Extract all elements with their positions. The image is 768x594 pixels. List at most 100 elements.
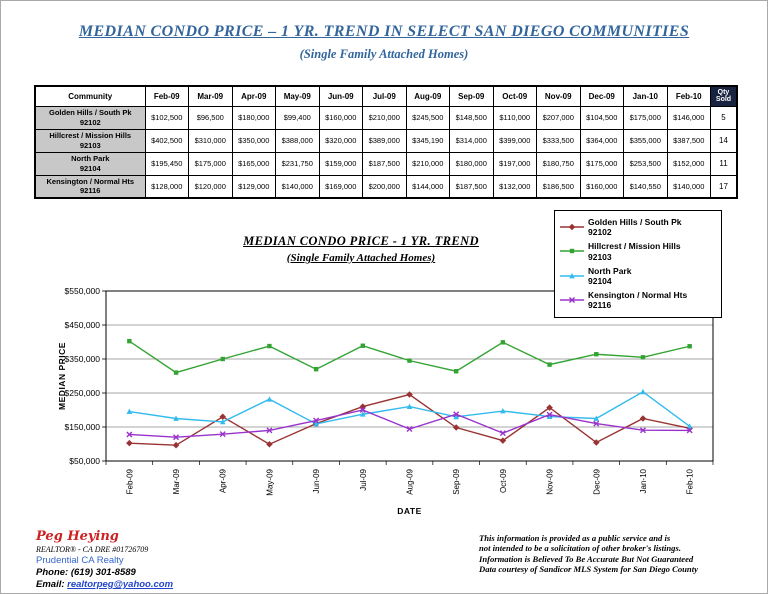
price-cell: $388,000 (275, 128, 320, 153)
price-cell: $231,750 (275, 151, 320, 176)
col-header-month: Jun-09 (318, 85, 363, 107)
price-cell: $110,000 (492, 105, 537, 130)
col-header-month: Apr-09 (231, 85, 276, 107)
chart-subtitle: (Single Family Attached Homes) (286, 252, 436, 264)
y-tick-label: $350,000 (64, 354, 100, 364)
y-axis-label: MEDIAN PRICE (57, 342, 67, 410)
price-cell: $180,000 (231, 105, 276, 130)
table-row: Kensington / Normal Hts 92116 $128,000 $120… (34, 174, 738, 199)
legend-item: Hillcrest / Mission Hills 92103 (560, 241, 716, 262)
table-body: Golden Hills / South Pk 92102 $102,500 $96,… (34, 105, 738, 199)
x-tick-label: Apr-09 (219, 468, 228, 493)
table-header: Community Feb-09 Mar-09 Apr-09 May-09 Jun-09 J… (34, 85, 738, 107)
x-tick-label: Jun-09 (312, 468, 321, 493)
community-cell: Kensington / Normal Hts 92116 (34, 174, 146, 199)
phone-number: (619) 301-8589 (70, 567, 136, 578)
price-cell: $160,000 (579, 174, 624, 199)
y-tick-label: $450,000 (64, 320, 100, 330)
price-cell: $102,500 (144, 105, 189, 130)
disclaimer-line: This information is provided as a public… (479, 533, 671, 543)
col-header-month: Feb-10 (666, 85, 711, 107)
page-title: MEDIAN CONDO PRICE – 1 YR. TREND IN SELE… (78, 23, 690, 40)
price-cell: $345,190 (405, 128, 450, 153)
col-header-month: Mar-09 (188, 85, 233, 107)
col-header-qty: Qty Sold (710, 85, 738, 107)
price-table: Community Feb-09 Mar-09 Apr-09 May-09 Jun-09 J… (34, 85, 738, 199)
price-cell: $387,500 (666, 128, 711, 153)
col-header-month: Oct-09 (492, 85, 537, 107)
price-cell: $148,500 (449, 105, 494, 130)
price-cell: $210,000 (405, 151, 450, 176)
price-cell: $195,450 (144, 151, 189, 176)
x-axis-label: DATE (397, 506, 422, 516)
community-cell: North Park 92104 (34, 151, 146, 176)
price-cell: $120,000 (188, 174, 233, 199)
price-cell: $175,000 (623, 105, 668, 130)
price-cell: $310,000 (188, 128, 233, 153)
price-cell: $200,000 (362, 174, 407, 199)
price-cell: $146,000 (666, 105, 711, 130)
legend-label: Hillcrest / Mission Hills 92103 (588, 241, 681, 262)
community-cell: Golden Hills / South Pk 92102 (34, 105, 146, 130)
legend-marker-icon (560, 243, 584, 261)
x-tick-label: Jul-09 (359, 468, 368, 490)
price-cell: $197,000 (492, 151, 537, 176)
col-header-month: Dec-09 (579, 85, 624, 107)
table-row: North Park 92104 $195,450 $175,000 $165,000 $… (34, 151, 738, 176)
price-cell: $128,000 (144, 174, 189, 199)
price-cell: $159,000 (318, 151, 363, 176)
price-cell: $389,000 (362, 128, 407, 153)
legend-item: North Park 92104 (560, 266, 716, 286)
x-tick-label: May-09 (265, 468, 274, 495)
price-cell: $104,500 (579, 105, 624, 130)
agency-name: Prudential CA Realty (36, 555, 124, 566)
legend-marker-icon (560, 268, 584, 286)
agent-info: Peg Heying REALTOR® - CA DRE #01726709 P… (36, 529, 173, 590)
price-cell: $355,000 (623, 128, 668, 153)
legend-label: North Park 92104 (588, 265, 632, 286)
series-2 (126, 388, 693, 429)
col-header-month: Aug-09 (405, 85, 450, 107)
chart-plot: Feb-09 Mar-09 Apr-09 May-09 Jun-09 Jul-09 Aug-… (102, 290, 714, 496)
email-link[interactable]: realtorpeg@yahoo.com (67, 579, 174, 590)
chart-legend: Golden Hills / South Pk 92102 Hillcrest / … (554, 210, 722, 318)
price-cell: $132,000 (492, 174, 537, 199)
y-tick-label: $50,000 (69, 456, 100, 466)
table-row: Hillcrest / Mission Hills 92103 $402,500 $3… (34, 128, 738, 153)
price-cell: $160,000 (318, 105, 363, 130)
qty-cell: 17 (710, 174, 738, 199)
x-tick-label: Aug-09 (406, 468, 415, 494)
price-cell: $245,500 (405, 105, 450, 130)
email-label: Email: (36, 579, 65, 590)
price-cell: $144,000 (405, 174, 450, 199)
legend-label: Golden Hills / South Pk 92102 (588, 217, 682, 238)
price-cell: $210,000 (362, 105, 407, 130)
community-cell: Hillcrest / Mission Hills 92103 (34, 128, 146, 153)
price-cell: $96,500 (188, 105, 233, 130)
price-cell: $169,000 (318, 174, 363, 199)
price-cell: $165,000 (231, 151, 276, 176)
phone-label: Phone: (36, 567, 69, 578)
page-subtitle: (Single Family Attached Homes) (299, 47, 469, 61)
price-cell: $350,000 (231, 128, 276, 153)
price-cell: $152,000 (666, 151, 711, 176)
x-tick-label: Sep-09 (452, 468, 461, 494)
qty-cell: 5 (710, 105, 738, 130)
price-cell: $140,000 (666, 174, 711, 199)
price-cell: $187,500 (449, 174, 494, 199)
table-row: Golden Hills / South Pk 92102 $102,500 $96,… (34, 105, 738, 130)
chart: Feb-09 Mar-09 Apr-09 May-09 Jun-09 Jul-09 Aug-… (31, 204, 743, 529)
price-cell: $187,500 (362, 151, 407, 176)
price-cell: $320,000 (318, 128, 363, 153)
x-tick-label: Nov-09 (546, 468, 555, 494)
price-cell: $253,500 (623, 151, 668, 176)
y-tick-label: $150,000 (64, 422, 100, 432)
col-header-month: Nov-09 (536, 85, 581, 107)
disclaimer-line: Information is Believed To Be Accurate B… (479, 553, 694, 564)
legend-label: Kensington / Normal Hts 92116 (588, 290, 688, 311)
qty-cell: 11 (710, 151, 738, 176)
price-cell: $314,000 (449, 128, 494, 153)
price-cell: $140,550 (623, 174, 668, 199)
series-1 (127, 338, 692, 375)
chart-title: MEDIAN CONDO PRICE - 1 YR. TREND (243, 234, 479, 248)
